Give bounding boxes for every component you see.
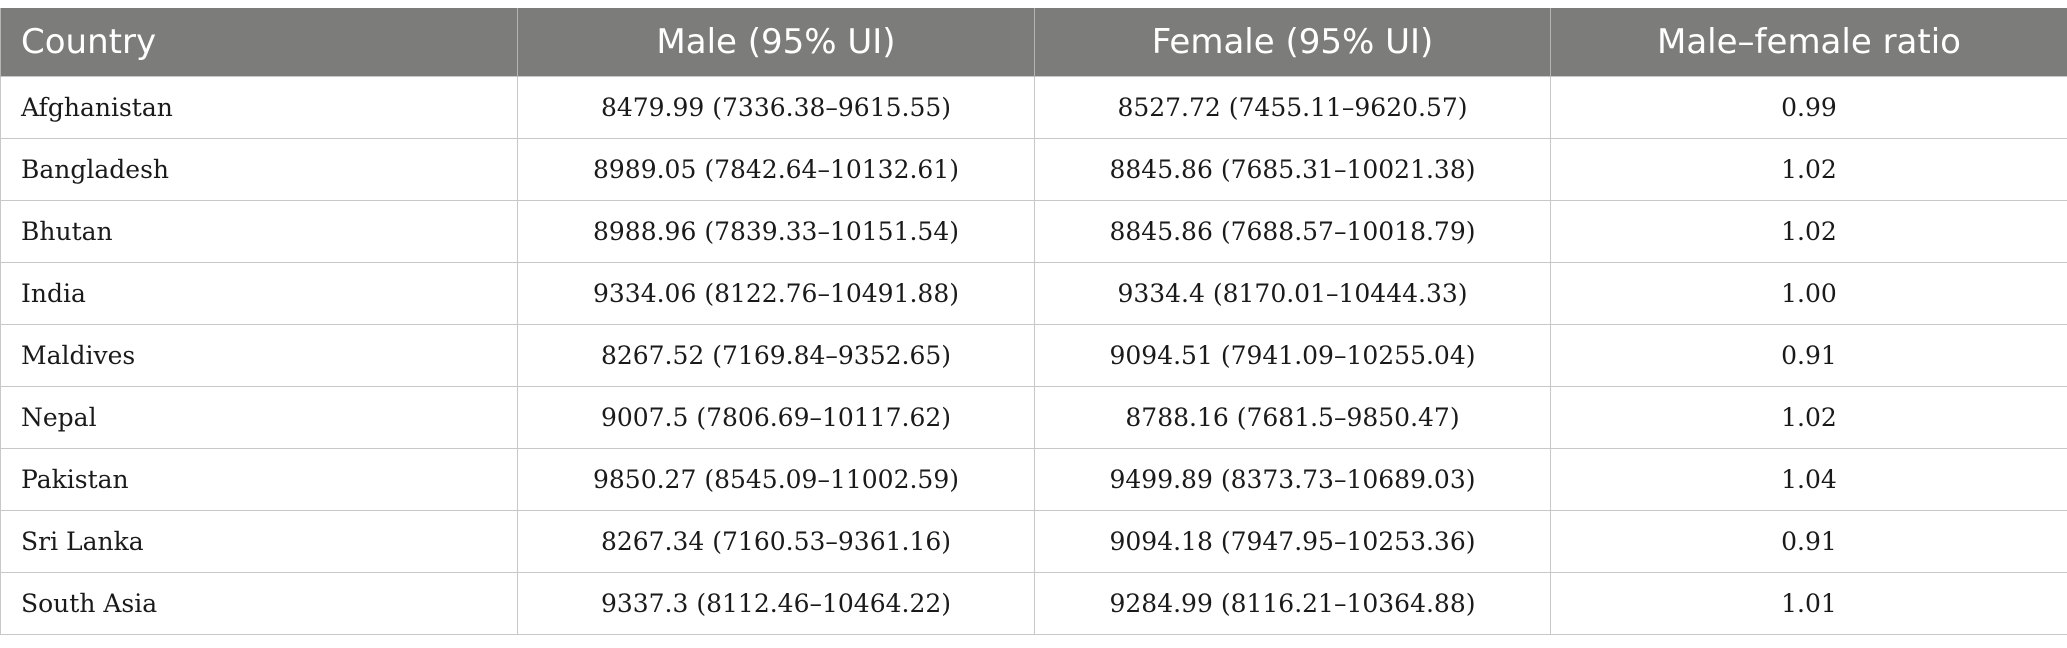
header-female: Female (95% UI)	[1034, 8, 1551, 77]
cell-female: 8527.72 (7455.11–9620.57)	[1034, 76, 1551, 139]
table-row: Pakistan 9850.27 (8545.09–11002.59) 9499…	[0, 448, 2067, 511]
cell-ratio: 0.99	[1550, 76, 2067, 139]
table-row: India 9334.06 (8122.76–10491.88) 9334.4 …	[0, 262, 2067, 325]
cell-country: Maldives	[0, 324, 518, 387]
data-table: Country Male (95% UI) Female (95% UI) Ma…	[0, 8, 2067, 635]
cell-country: Pakistan	[0, 448, 518, 511]
cell-male: 8479.99 (7336.38–9615.55)	[517, 76, 1035, 139]
header-row: Country Male (95% UI) Female (95% UI) Ma…	[0, 8, 2067, 77]
cell-female: 8845.86 (7688.57–10018.79)	[1034, 200, 1551, 263]
cell-ratio: 1.00	[1550, 262, 2067, 325]
header-country: Country	[0, 8, 518, 77]
cell-male: 8267.34 (7160.53–9361.16)	[517, 510, 1035, 573]
table-row: Nepal 9007.5 (7806.69–10117.62) 8788.16 …	[0, 386, 2067, 449]
data-table-container: Country Male (95% UI) Female (95% UI) Ma…	[0, 8, 2067, 635]
cell-female: 8788.16 (7681.5–9850.47)	[1034, 386, 1551, 449]
cell-ratio: 1.02	[1550, 386, 2067, 449]
cell-ratio: 0.91	[1550, 510, 2067, 573]
cell-country: India	[0, 262, 518, 325]
cell-male: 8267.52 (7169.84–9352.65)	[517, 324, 1035, 387]
table-row: Afghanistan 8479.99 (7336.38–9615.55) 85…	[0, 76, 2067, 139]
cell-country: South Asia	[0, 572, 518, 635]
cell-country: Bhutan	[0, 200, 518, 263]
table-row: Maldives 8267.52 (7169.84–9352.65) 9094.…	[0, 324, 2067, 387]
cell-male: 9334.06 (8122.76–10491.88)	[517, 262, 1035, 325]
cell-ratio: 1.04	[1550, 448, 2067, 511]
cell-male: 9007.5 (7806.69–10117.62)	[517, 386, 1035, 449]
table-row: Bhutan 8988.96 (7839.33–10151.54) 8845.8…	[0, 200, 2067, 263]
cell-male: 8989.05 (7842.64–10132.61)	[517, 138, 1035, 201]
header-ratio: Male–female ratio	[1550, 8, 2067, 77]
cell-country: Bangladesh	[0, 138, 518, 201]
cell-ratio: 1.02	[1550, 138, 2067, 201]
table-row: Bangladesh 8989.05 (7842.64–10132.61) 88…	[0, 138, 2067, 201]
cell-ratio: 0.91	[1550, 324, 2067, 387]
cell-male: 9850.27 (8545.09–11002.59)	[517, 448, 1035, 511]
cell-country: Nepal	[0, 386, 518, 449]
cell-male: 9337.3 (8112.46–10464.22)	[517, 572, 1035, 635]
table-header: Country Male (95% UI) Female (95% UI) Ma…	[0, 8, 2067, 77]
cell-country: Sri Lanka	[0, 510, 518, 573]
table-row: Sri Lanka 8267.34 (7160.53–9361.16) 9094…	[0, 510, 2067, 573]
cell-female: 9094.18 (7947.95–10253.36)	[1034, 510, 1551, 573]
cell-female: 9094.51 (7941.09–10255.04)	[1034, 324, 1551, 387]
cell-male: 8988.96 (7839.33–10151.54)	[517, 200, 1035, 263]
cell-female: 9499.89 (8373.73–10689.03)	[1034, 448, 1551, 511]
cell-country: Afghanistan	[0, 76, 518, 139]
header-male: Male (95% UI)	[517, 8, 1035, 77]
cell-female: 9284.99 (8116.21–10364.88)	[1034, 572, 1551, 635]
table-body: Afghanistan 8479.99 (7336.38–9615.55) 85…	[0, 76, 2067, 635]
cell-ratio: 1.01	[1550, 572, 2067, 635]
cell-female: 9334.4 (8170.01–10444.33)	[1034, 262, 1551, 325]
cell-female: 8845.86 (7685.31–10021.38)	[1034, 138, 1551, 201]
table-row: South Asia 9337.3 (8112.46–10464.22) 928…	[0, 572, 2067, 635]
cell-ratio: 1.02	[1550, 200, 2067, 263]
